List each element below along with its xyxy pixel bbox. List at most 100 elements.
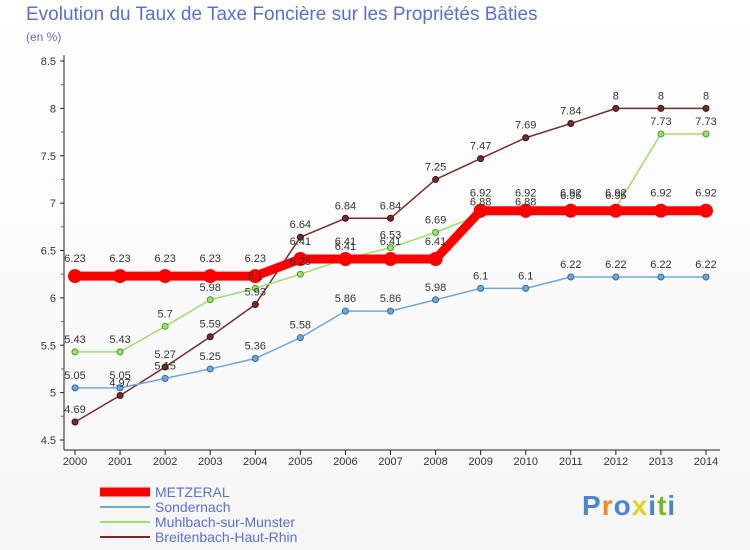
x-tick-label: 2012: [604, 456, 628, 468]
data-label-sondernach: 5.05: [64, 370, 85, 382]
data-label-metzeral: 6.23: [245, 253, 266, 265]
data-point-breitenbach: [296, 233, 304, 241]
y-tick-label: 7.5: [41, 151, 56, 163]
data-label-breitenbach: 4.69: [64, 404, 85, 416]
data-point-breitenbach: [522, 134, 530, 142]
data-label-metzeral: 6.23: [154, 253, 175, 265]
data-label-sondernach: 5.86: [380, 293, 401, 305]
data-point-metzeral: [338, 252, 353, 267]
data-point-sondernach: [161, 374, 169, 382]
x-tick-label: 2014: [694, 456, 718, 468]
data-point-breitenbach: [116, 391, 124, 399]
y-tick-label: 8.5: [41, 56, 56, 68]
data-label-breitenbach: 7.25: [425, 161, 446, 173]
data-point-metzeral: [428, 252, 443, 267]
data-point-metzeral: [113, 269, 128, 284]
data-label-metzeral: 6.92: [515, 188, 536, 200]
data-point-sondernach: [657, 273, 665, 281]
data-label-sondernach: 5.15: [154, 360, 175, 372]
x-tick-label: 2009: [468, 456, 492, 468]
data-point-breitenbach: [251, 301, 259, 309]
data-label-breitenbach: 6.64: [290, 219, 311, 231]
data-point-sondernach: [522, 284, 530, 292]
data-point-sondernach: [296, 334, 304, 342]
data-point-metzeral: [653, 203, 668, 218]
x-tick-label: 2006: [333, 456, 357, 468]
data-point-metzeral: [563, 203, 578, 218]
x-tick-label: 2002: [153, 456, 177, 468]
data-point-sondernach: [702, 273, 710, 281]
x-tick-label: 2013: [649, 456, 673, 468]
data-label-metzeral: 6.41: [290, 236, 311, 248]
data-point-breitenbach: [432, 175, 440, 183]
data-point-breitenbach: [387, 214, 394, 222]
data-label-breitenbach: 7.84: [560, 106, 581, 118]
data-point-muhlbach: [116, 348, 124, 356]
logo-letter: i: [648, 490, 658, 521]
data-label-sondernach: 6.22: [605, 259, 626, 271]
data-point-breitenbach: [612, 104, 620, 112]
data-point-metzeral: [293, 252, 308, 267]
data-label-breitenbach: 7.47: [470, 141, 491, 153]
data-point-metzeral: [248, 269, 263, 284]
data-label-sondernach: 6.1: [518, 270, 533, 282]
data-label-muhlbach: 6.25: [290, 256, 311, 268]
y-tick-label: 7: [50, 198, 56, 210]
data-label-metzeral: 6.92: [695, 188, 716, 200]
data-point-breitenbach: [657, 104, 665, 112]
data-point-muhlbach: [657, 130, 665, 138]
data-point-metzeral: [699, 203, 713, 218]
data-point-breitenbach: [206, 333, 214, 341]
data-point-breitenbach: [341, 214, 349, 222]
y-tick-label: 5: [50, 388, 56, 400]
data-label-muhlbach: 5.43: [64, 334, 85, 346]
data-label-muhlbach: 6.41: [335, 241, 356, 253]
logo-letter: o: [613, 490, 632, 521]
data-point-sondernach: [116, 384, 124, 392]
data-label-sondernach: 5.98: [425, 282, 446, 294]
data-label-breitenbach: 6.84: [335, 200, 356, 212]
data-label-muhlbach: 7.73: [695, 116, 716, 128]
x-tick-label: 2008: [423, 456, 447, 468]
data-label-breitenbach: 6.84: [380, 200, 401, 212]
data-point-muhlbach: [206, 296, 214, 304]
data-label-metzeral: 6.23: [109, 253, 130, 265]
x-tick-label: 2005: [288, 456, 312, 468]
data-label-muhlbach: 6.69: [425, 214, 446, 226]
logo-letter: P: [582, 490, 602, 521]
data-point-metzeral: [608, 203, 623, 218]
y-tick-label: 6.5: [41, 246, 56, 258]
y-tick-label: 8: [50, 103, 56, 115]
data-point-muhlbach: [702, 130, 710, 138]
data-label-sondernach: 5.25: [200, 351, 221, 363]
data-point-metzeral: [158, 269, 173, 284]
data-label-breitenbach: 8: [658, 90, 664, 102]
logo-letter: x: [631, 490, 649, 521]
data-point-sondernach: [477, 284, 485, 292]
data-label-sondernach: 5.05: [109, 370, 130, 382]
x-tick-label: 2004: [243, 456, 267, 468]
data-label-muhlbach: 6.88: [515, 196, 536, 208]
data-label-metzeral: 6.92: [650, 188, 671, 200]
legend-label-metzeral: METZERAL: [155, 484, 230, 500]
x-tick-label: 2007: [378, 456, 402, 468]
data-point-metzeral: [518, 203, 533, 218]
data-point-sondernach: [567, 273, 575, 281]
data-label-muhlbach: 5.43: [109, 334, 130, 346]
logo-letter: r: [601, 490, 614, 521]
data-label-muhlbach: 5.7: [157, 308, 172, 320]
data-label-breitenbach: 5.27: [154, 349, 175, 361]
chart-title: Evolution du Taux de Taxe Foncière sur l…: [26, 4, 538, 25]
legend-label-breitenbach: Breitenbach-Haut-Rhin: [155, 529, 297, 545]
data-label-sondernach: 5.58: [290, 320, 311, 332]
x-tick-label: 2003: [198, 456, 222, 468]
data-point-sondernach: [432, 296, 440, 304]
data-label-breitenbach: 8: [703, 90, 709, 102]
data-label-metzeral: 6.41: [425, 236, 446, 248]
data-point-breitenbach: [702, 104, 710, 112]
data-point-breitenbach: [161, 363, 169, 371]
x-tick-label: 2011: [559, 456, 583, 468]
data-label-muhlbach: 6.1: [248, 270, 263, 282]
legend-label-sondernach: Sondernach: [155, 499, 231, 515]
